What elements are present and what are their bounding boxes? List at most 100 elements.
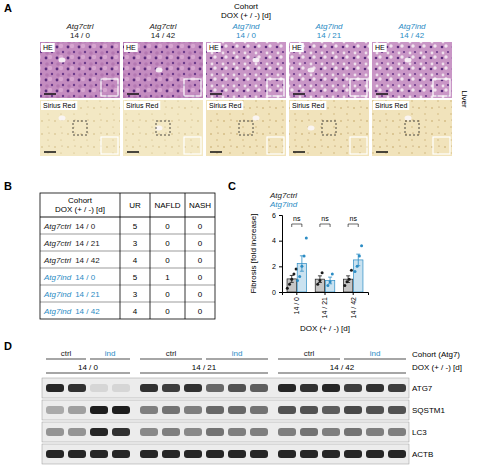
row-label-box xyxy=(290,43,304,52)
data-point xyxy=(305,237,308,240)
group-rule xyxy=(278,373,406,374)
band xyxy=(366,450,384,458)
band xyxy=(300,450,318,458)
band xyxy=(388,384,406,392)
vessel xyxy=(253,116,260,121)
data-point xyxy=(329,280,332,283)
vessel xyxy=(253,58,260,63)
table-rule xyxy=(40,285,215,286)
annotation: ns xyxy=(293,215,301,222)
group-rule xyxy=(140,373,268,374)
column-dox: 14 / 42 xyxy=(400,31,425,40)
blot-strip xyxy=(42,400,409,420)
band xyxy=(206,428,224,436)
band xyxy=(300,384,318,392)
column-genotype: Atg7ctrl xyxy=(148,22,176,31)
column-genotype: Atg7ind xyxy=(314,22,343,31)
y-tick: 2 xyxy=(272,263,282,270)
row-label-box xyxy=(207,43,221,52)
header: DOX (+ / -) [d] xyxy=(221,11,271,20)
band xyxy=(250,406,268,414)
column-dox: 14 / 0 xyxy=(236,31,257,40)
band xyxy=(300,428,318,436)
data-point xyxy=(331,273,334,276)
column-dox: 14 / 0 xyxy=(70,31,91,40)
tick-mark xyxy=(279,266,282,267)
tick-label: 14 / 21 xyxy=(321,297,328,319)
vessel xyxy=(156,68,163,73)
cell: 0 xyxy=(198,239,203,248)
column-dox: 14 / 42 xyxy=(151,31,176,40)
row-label: HE xyxy=(43,44,53,51)
axis-title: DOX (+ / -) [d] xyxy=(300,324,350,333)
row-genotype: Atg7ctrl xyxy=(43,256,71,265)
legend-entry: Atg7ctrl xyxy=(269,191,297,200)
tick-mark xyxy=(325,292,326,295)
band xyxy=(112,384,130,392)
micrograph xyxy=(372,100,452,156)
row-label-box xyxy=(124,43,138,52)
x-tick: 14 / 0 xyxy=(293,292,300,315)
row-dox: 14 / 0 xyxy=(75,222,96,231)
band xyxy=(68,384,86,392)
inset xyxy=(267,79,284,96)
scale-bar xyxy=(293,151,305,153)
band xyxy=(278,450,296,458)
tick-label: 14 / 42 xyxy=(350,297,357,319)
bar xyxy=(297,264,306,292)
band xyxy=(322,428,340,436)
band xyxy=(206,406,224,414)
tick-label: 4 xyxy=(272,237,276,244)
table-rule xyxy=(40,251,215,252)
row-label: HE xyxy=(375,44,385,51)
cell: 0 xyxy=(165,307,170,316)
cell: 4 xyxy=(133,307,138,316)
row-genotype: Atg7ctrl xyxy=(43,222,71,231)
tick-mark xyxy=(279,292,282,293)
protein-label: LC3 xyxy=(412,428,427,437)
group-label: 14 / 42 xyxy=(330,363,355,372)
band xyxy=(90,406,108,414)
band xyxy=(344,450,362,458)
protein-label: ACTB xyxy=(412,450,433,459)
panel-c: CAtg7ctrlAtg7ind024614 / 014 / 2114 / 42… xyxy=(228,180,369,333)
row-label: Sirius Red xyxy=(292,102,324,109)
row-label-box xyxy=(290,101,326,110)
cell: 0 xyxy=(165,239,170,248)
band xyxy=(366,384,384,392)
panel-label: D xyxy=(4,340,12,352)
band xyxy=(90,384,108,392)
row-label-box xyxy=(41,43,55,52)
data-point xyxy=(326,284,329,287)
inset xyxy=(433,137,450,154)
data-point xyxy=(360,244,363,247)
band xyxy=(322,384,340,392)
zoom-region xyxy=(239,121,253,135)
group-label: 14 / 0 xyxy=(78,363,99,372)
table-frame xyxy=(40,193,215,319)
inset xyxy=(184,79,201,96)
lane-rule xyxy=(278,359,340,360)
band xyxy=(206,384,224,392)
data-point xyxy=(316,283,319,286)
x-tick: 14 / 21 xyxy=(321,292,328,318)
band xyxy=(366,406,384,414)
data-point xyxy=(356,265,359,268)
inset xyxy=(433,79,450,96)
header: Cohort (Atg7) xyxy=(412,350,460,359)
data-point xyxy=(296,279,299,282)
lane-rule xyxy=(46,359,86,360)
annotation: ns xyxy=(321,215,329,222)
band xyxy=(90,450,108,458)
panel-a: ACohortDOX (+ / -) [d]Atg7ctrl14 / 0HESi… xyxy=(4,2,469,156)
band xyxy=(228,450,246,458)
vessel xyxy=(308,68,315,73)
band xyxy=(250,428,268,436)
micrograph xyxy=(40,100,120,156)
lane-rule xyxy=(90,359,130,360)
column-header: NAFLD xyxy=(154,201,180,210)
band xyxy=(366,428,384,436)
table-rule xyxy=(120,193,121,319)
error-bar xyxy=(328,277,332,284)
data-point xyxy=(353,270,356,273)
